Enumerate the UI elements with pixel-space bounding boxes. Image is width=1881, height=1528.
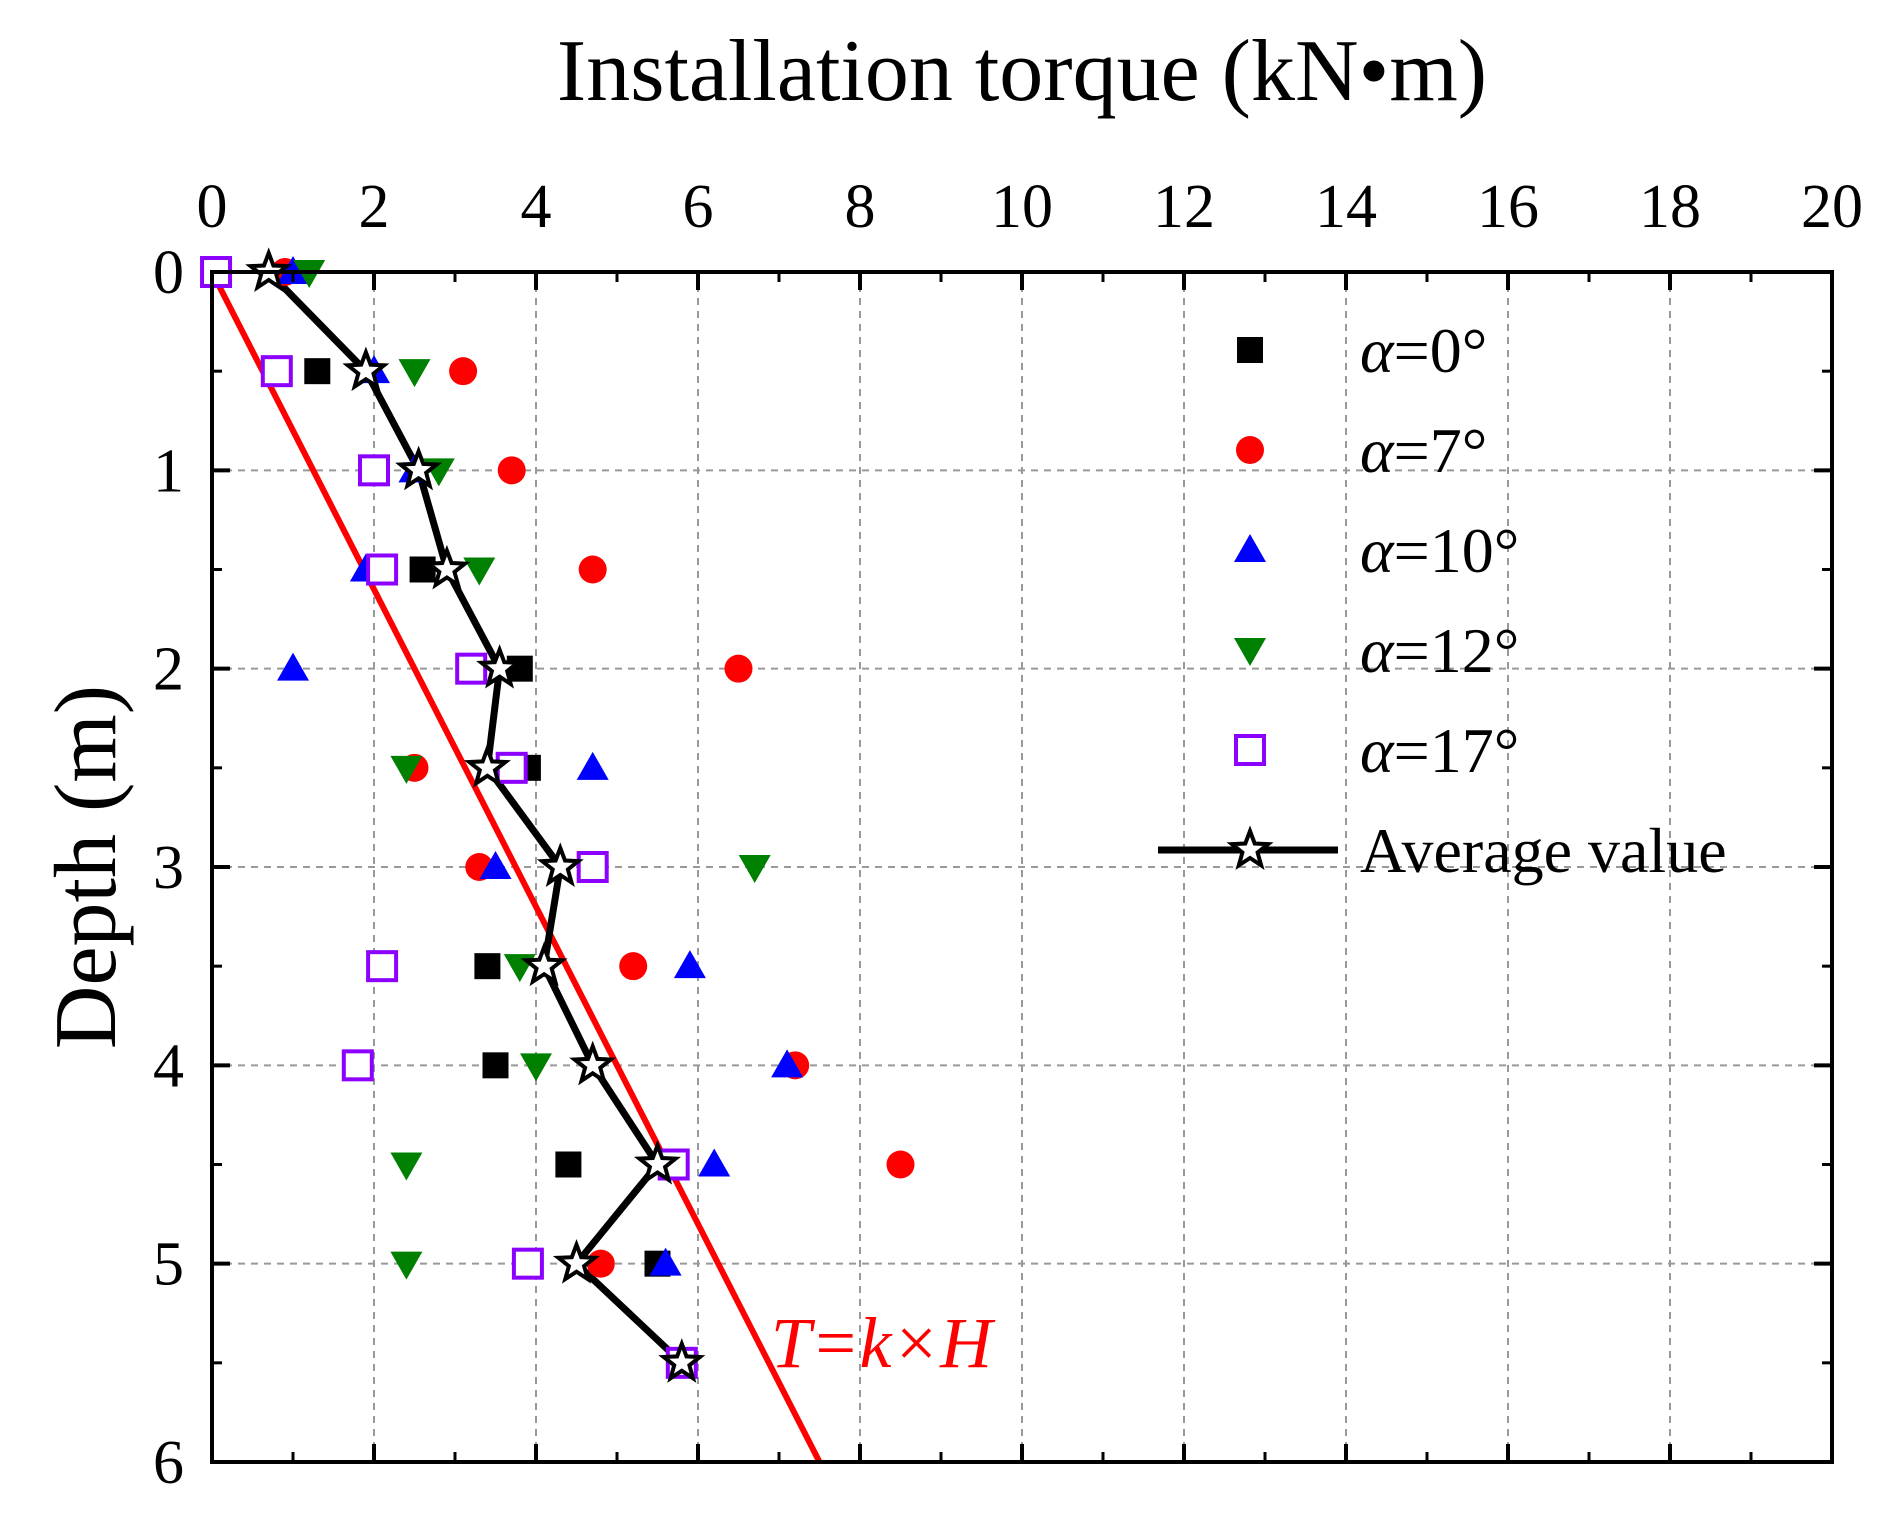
fit-line-label: T=k×H [771, 1303, 996, 1383]
data-point-series-4 [495, 751, 528, 784]
legend-label-2: α=10° [1360, 515, 1519, 586]
data-markers [200, 247, 915, 1383]
data-point-series-2 [576, 751, 609, 780]
data-point-series-1 [886, 1150, 915, 1179]
data-point-series-1 [497, 456, 526, 485]
data-point-series-3 [390, 1251, 423, 1280]
data-point-series-1 [724, 654, 753, 683]
data-point-series-1 [619, 952, 648, 981]
y-tick-label: 5 [153, 1231, 184, 1299]
data-point-series-2 [479, 851, 512, 879]
data-point-series-3 [390, 755, 423, 784]
x-tick-label: 12 [1153, 173, 1215, 241]
data-point-series-1 [578, 555, 607, 584]
average-point [520, 941, 568, 987]
legend-marker-5 [1226, 825, 1274, 871]
data-point-series-1 [449, 357, 478, 386]
average-point [395, 445, 443, 491]
legend-marker-0 [1237, 337, 1263, 363]
average-point [552, 1239, 601, 1284]
data-point-series-4 [358, 454, 390, 487]
data-point-series-2 [698, 1148, 731, 1177]
data-point-series-3 [520, 1053, 552, 1082]
data-point-series-4 [366, 553, 399, 586]
y-tick-label: 0 [153, 239, 184, 307]
legend-label-5: Average value [1360, 815, 1727, 886]
data-point-series-3 [390, 1152, 423, 1181]
legend-marker-1 [1236, 436, 1264, 464]
average-point [633, 1139, 682, 1185]
data-point-series-4 [455, 652, 488, 685]
data-point-series-0 [409, 556, 436, 583]
data-point-series-3 [398, 359, 431, 388]
fit-line [209, 270, 823, 1464]
x-tick-label: 14 [1315, 173, 1377, 241]
average-point [342, 346, 390, 392]
data-point-series-4 [341, 1049, 374, 1082]
y-axis-title: Depth (m) [38, 685, 135, 1049]
average-point [536, 842, 584, 888]
legend-label-1: α=7° [1360, 415, 1487, 486]
fit-line-layer [209, 270, 823, 1464]
x-tick-label: 16 [1477, 173, 1539, 241]
x-tick-label: 10 [991, 173, 1053, 241]
data-point-series-3 [738, 855, 771, 883]
legend-label-4: α=17° [1360, 715, 1519, 786]
data-point-series-0 [555, 1151, 582, 1178]
average-point [463, 743, 511, 788]
x-tick-label: 8 [845, 173, 876, 241]
x-tick-label: 0 [197, 173, 228, 241]
y-tick-label: 4 [153, 1032, 184, 1100]
data-point-series-3 [463, 557, 496, 586]
data-point-series-0 [482, 1052, 509, 1079]
average-point [476, 644, 524, 689]
legend-label-0: α=0° [1360, 315, 1487, 386]
data-point-series-2 [649, 1247, 682, 1276]
y-tick-label: 1 [153, 437, 184, 505]
data-point-series-0 [474, 953, 501, 980]
data-point-series-2 [771, 1049, 804, 1078]
data-point-series-2 [277, 652, 309, 681]
average-line-layer [266, 269, 685, 1366]
legend-marker-2 [1234, 534, 1266, 562]
legend-label-3: α=12° [1360, 615, 1519, 686]
x-tick-label: 20 [1801, 173, 1863, 241]
legend-marker-4 [1234, 734, 1266, 766]
x-tick-label: 18 [1639, 173, 1701, 241]
data-point-series-4 [576, 851, 609, 883]
x-tick-label: 4 [521, 173, 552, 241]
x-axis-title: Installation torque (kN•m) [557, 23, 1487, 120]
legend: α=0° α=7° α=10° α=12° α=17° Average value [1158, 315, 1727, 886]
y-tick-label: 3 [153, 834, 184, 902]
y-tick-label: 2 [153, 636, 184, 704]
average-point [569, 1040, 617, 1086]
x-tick-label: 2 [359, 173, 390, 241]
legend-marker-3 [1234, 638, 1266, 666]
average-line [266, 269, 685, 1366]
data-point-series-4 [260, 355, 293, 388]
data-point-series-1 [586, 1249, 615, 1278]
average-point [423, 544, 471, 590]
x-tick-label: 6 [683, 173, 714, 241]
average-point [658, 1338, 706, 1383]
data-point-series-2 [673, 950, 706, 979]
data-point-series-0 [304, 358, 331, 385]
data-point-series-4 [366, 950, 399, 983]
data-point-series-4 [511, 1247, 544, 1280]
y-tick-label: 6 [153, 1429, 184, 1497]
